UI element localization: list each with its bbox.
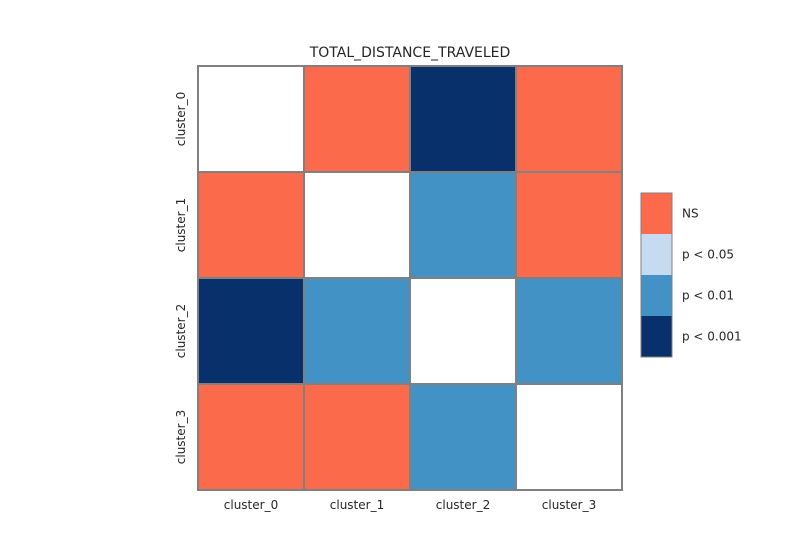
heatmap-cell-r3-c1 [303, 383, 411, 491]
heatmap-cell-r2-c2 [409, 277, 517, 385]
column-label-1: cluster_1 [330, 498, 384, 512]
row-label-3: cluster_3 [174, 410, 188, 464]
column-label-2: cluster_2 [436, 498, 490, 512]
row-label-1: cluster_1 [174, 198, 188, 252]
heatmap-cell-r2-c3 [515, 277, 623, 385]
heatmap-cell-r0-c3 [515, 65, 623, 173]
legend-swatch-2 [641, 275, 672, 316]
heatmap-cell-r1-c3 [515, 171, 623, 279]
heatmap-cell-r3-c0 [197, 383, 305, 491]
heatmap-cell-r2-c1 [303, 277, 411, 385]
column-label-0: cluster_0 [224, 498, 278, 512]
heatmap-cell-r1-c1 [303, 171, 411, 279]
column-label-3: cluster_3 [542, 498, 596, 512]
row-tick-labels: cluster_0 cluster_1 cluster_2 cluster_3 [174, 92, 188, 464]
heatmap-cell-r1-c2 [409, 171, 517, 279]
legend-swatch-3 [641, 316, 672, 357]
heatmap-cell-r0-c1 [303, 65, 411, 173]
legend: NS p < 0.05 p < 0.01 p < 0.001 [640, 192, 742, 358]
column-tick-labels: cluster_0 cluster_1 cluster_2 cluster_3 [224, 498, 596, 512]
heatmap-cell-r3-c3 [515, 383, 623, 491]
heatmap-cells [197, 65, 623, 491]
row-label-0: cluster_0 [174, 92, 188, 146]
row-label-2: cluster_2 [174, 304, 188, 358]
legend-label-1: p < 0.05 [682, 248, 734, 262]
legend-label-0: NS [682, 207, 699, 221]
legend-border [640, 192, 673, 358]
legend-label-3: p < 0.001 [682, 330, 742, 344]
heatmap-cell-r2-c0 [197, 277, 305, 385]
legend-label-2: p < 0.01 [682, 289, 734, 303]
heatmap-cell-r1-c0 [197, 171, 305, 279]
legend-swatch-0 [641, 193, 672, 234]
legend-swatch-1 [641, 234, 672, 275]
heatmap-cell-r0-c0 [197, 65, 305, 173]
heatmap-cell-r0-c2 [409, 65, 517, 173]
heatmap-cell-r3-c2 [409, 383, 517, 491]
chart-title: TOTAL_DISTANCE_TRAVELED [309, 45, 511, 61]
